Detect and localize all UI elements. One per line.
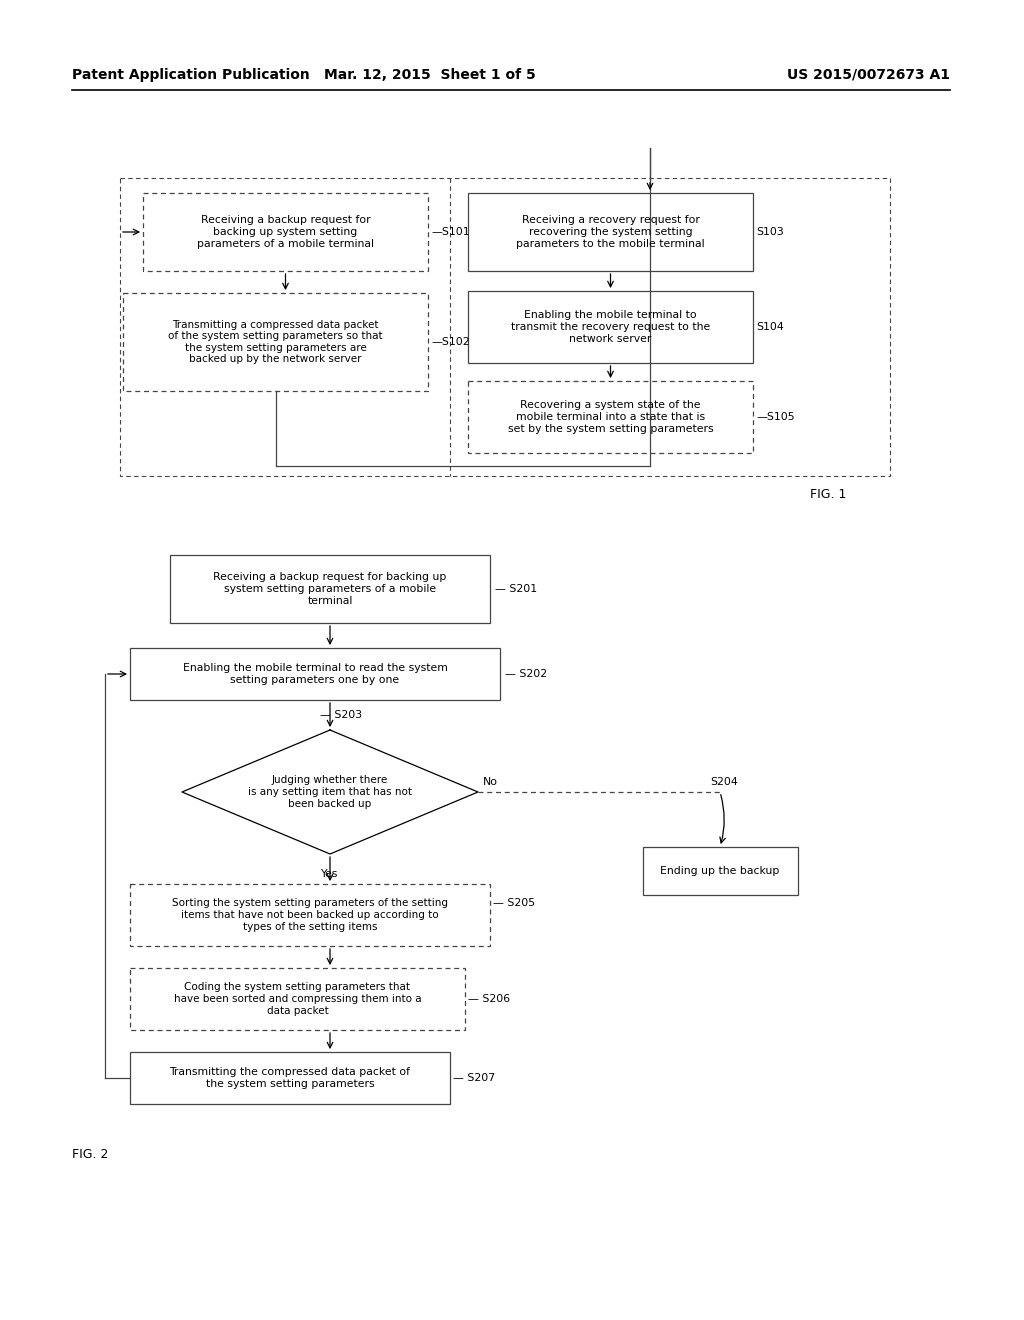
Bar [143,193,428,271]
Text: Transmitting a compressed data packet
of the system setting parameters so that
t: Transmitting a compressed data packet of… [168,319,383,364]
Bar [468,193,753,271]
Text: Receiving a backup request for
backing up system setting
parameters of a mobile : Receiving a backup request for backing u… [197,215,374,248]
Text: Patent Application Publication: Patent Application Publication [72,69,309,82]
Text: Transmitting the compressed data packet of
the system setting parameters: Transmitting the compressed data packet … [170,1067,411,1089]
Text: — S202: — S202 [505,669,547,678]
Bar [130,648,500,700]
Bar [130,1052,450,1104]
Text: Enabling the mobile terminal to read the system
setting parameters one by one: Enabling the mobile terminal to read the… [182,663,447,685]
Text: Receiving a recovery request for
recovering the system setting
parameters to the: Receiving a recovery request for recover… [516,215,705,248]
Text: — S205: — S205 [493,898,536,908]
Text: Yes: Yes [319,869,337,879]
Text: — S201: — S201 [495,583,538,594]
Bar [468,381,753,453]
Text: No: No [483,777,498,787]
Bar [120,178,890,477]
Bar [468,290,753,363]
Text: US 2015/0072673 A1: US 2015/0072673 A1 [787,69,950,82]
Text: — S203: — S203 [319,710,362,719]
Bar [130,968,465,1030]
Text: S204: S204 [710,777,737,787]
Bar [123,293,428,391]
Bar [130,884,490,946]
Text: Recovering a system state of the
mobile terminal into a state that is
set by the: Recovering a system state of the mobile … [508,400,714,433]
Text: Mar. 12, 2015  Sheet 1 of 5: Mar. 12, 2015 Sheet 1 of 5 [325,69,536,82]
Text: Enabling the mobile terminal to
transmit the recovery request to the
network ser: Enabling the mobile terminal to transmit… [511,310,710,343]
Text: FIG. 2: FIG. 2 [72,1147,109,1160]
Text: Coding the system setting parameters that
have been sorted and compressing them : Coding the system setting parameters tha… [174,982,421,1015]
Bar [170,554,490,623]
Text: Receiving a backup request for backing up
system setting parameters of a mobile
: Receiving a backup request for backing u… [213,573,446,606]
Text: — S206: — S206 [468,994,510,1005]
Text: — S207: — S207 [453,1073,496,1082]
Text: FIG. 1: FIG. 1 [810,487,847,500]
Text: —S101: —S101 [431,227,470,238]
Bar [642,847,798,895]
Text: Ending up the backup: Ending up the backup [660,866,779,876]
Text: Judging whether there
is any setting item that has not
been backed up: Judging whether there is any setting ite… [248,775,412,809]
Text: —S105: —S105 [756,412,795,422]
Text: S103: S103 [756,227,783,238]
Text: —S102: —S102 [431,337,470,347]
Text: Sorting the system setting parameters of the setting
items that have not been ba: Sorting the system setting parameters of… [172,899,449,932]
Text: S104: S104 [756,322,783,333]
